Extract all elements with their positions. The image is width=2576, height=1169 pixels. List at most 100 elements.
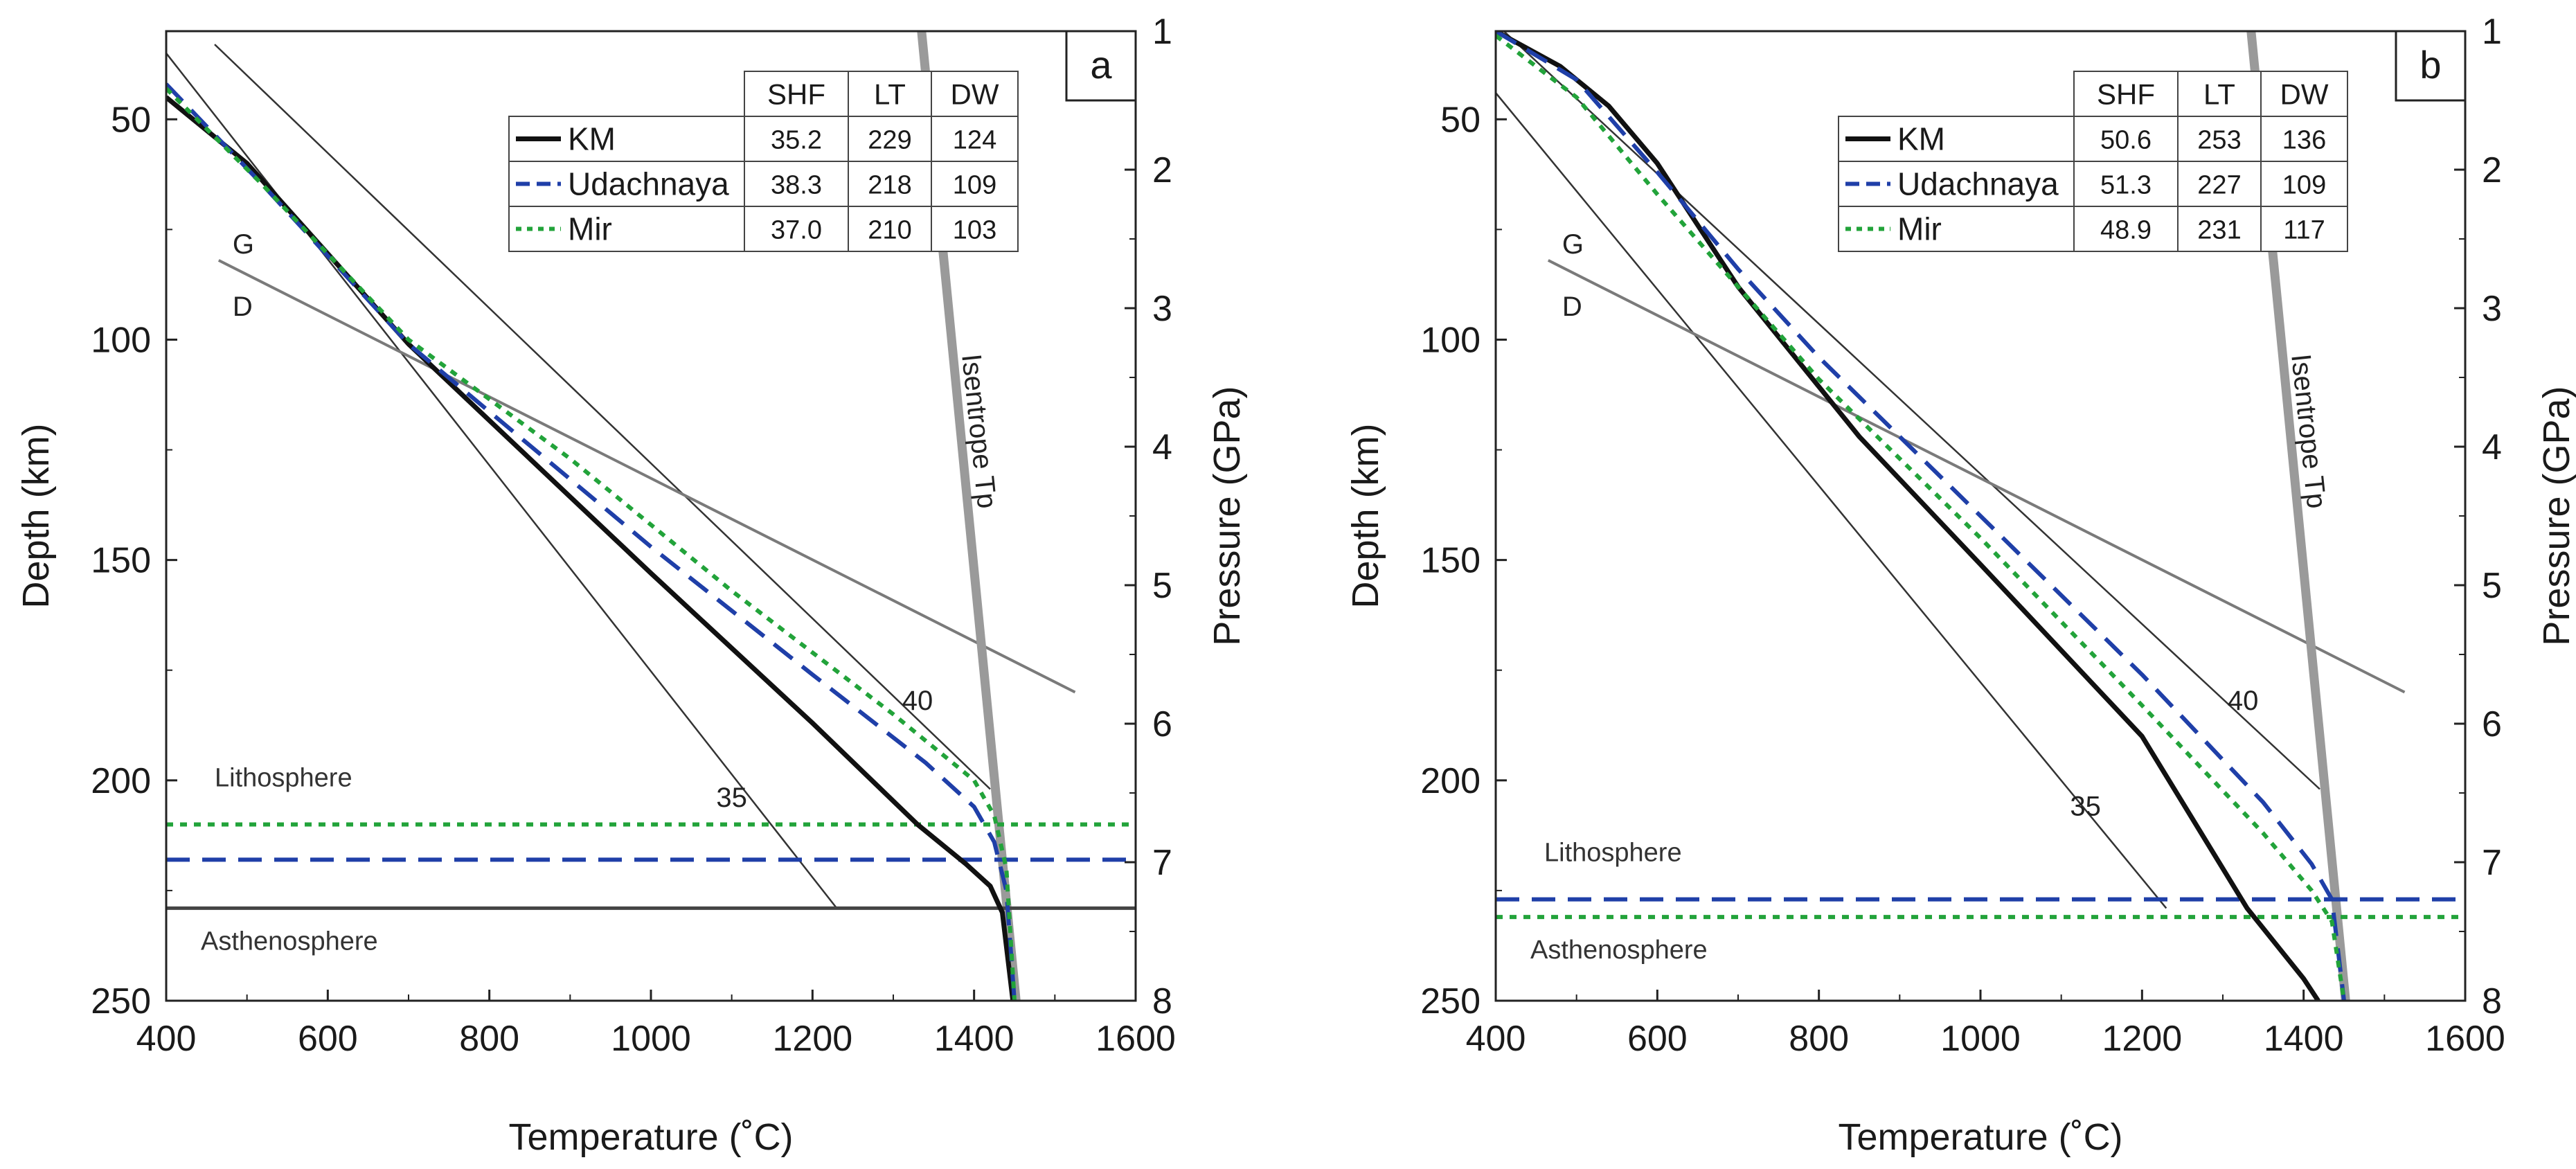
legend-value-cell xyxy=(2260,116,2348,162)
reference-geotherm-label-35: 35 xyxy=(716,783,747,813)
pressure-tick-label: 5 xyxy=(2482,566,2502,606)
x-tick-label: 400 xyxy=(1466,1019,1526,1059)
pressure-tick-label: 6 xyxy=(1152,704,1172,744)
panel-letter: b xyxy=(2420,43,2441,87)
graphite-label: G xyxy=(1562,229,1584,260)
legend-value-cell xyxy=(2260,206,2348,252)
y-tick-label: 250 xyxy=(91,981,151,1021)
legend-name-cell xyxy=(508,206,745,252)
graphite-label: G xyxy=(233,229,254,260)
legend-value-dw: 117 xyxy=(2283,216,2325,245)
graphite-diamond-line xyxy=(217,259,1076,694)
pressure-tick-label: 6 xyxy=(2482,704,2502,744)
legend-value-lt: 253 xyxy=(2197,126,2241,155)
diamond-label: D xyxy=(233,292,253,322)
y-tick-label: 200 xyxy=(91,761,151,801)
pressure-tick-label: 5 xyxy=(1152,566,1172,606)
legend-value-dw: 109 xyxy=(953,171,996,200)
geotherm-mir xyxy=(166,87,1017,1001)
reference-geotherm-label-40: 40 xyxy=(902,686,933,716)
y-tick-label: 200 xyxy=(1420,761,1481,801)
reference-geotherm-label-40: 40 xyxy=(2228,686,2259,716)
legend-value-cell xyxy=(931,116,1019,162)
legend-value-cell xyxy=(744,206,849,252)
legend-name-udachnaya: Udachnaya xyxy=(568,166,729,202)
pressure-tick-label: 4 xyxy=(2482,427,2502,467)
pressure-tick-label: 7 xyxy=(1152,843,1172,883)
legend-value-lt: 227 xyxy=(2197,171,2241,200)
legend-header-cell xyxy=(2260,71,2348,117)
y-tick-label: 50 xyxy=(1440,100,1481,140)
x-tick-label: 1000 xyxy=(1940,1019,2021,1059)
legend-value-cell xyxy=(2073,116,2179,162)
x-tick-label: 600 xyxy=(298,1019,358,1059)
geotherm-udachnaya xyxy=(1496,31,2346,1001)
legend-value-cell xyxy=(744,161,849,207)
reference-geotherm-40 xyxy=(214,44,991,790)
legend-value-dw: 103 xyxy=(953,216,996,245)
x-tick-label: 400 xyxy=(136,1019,197,1059)
legend-value-shf: 50.6 xyxy=(2100,126,2152,155)
y-tick-label: 50 xyxy=(111,100,151,140)
legend-name-km: KM xyxy=(1897,121,1945,157)
x-tick-label: 1400 xyxy=(2264,1019,2344,1059)
legend-header-cell xyxy=(2073,71,2179,117)
pressure-tick-label: 1 xyxy=(1152,12,1172,52)
x-tick-label: 1200 xyxy=(772,1019,852,1059)
legend-value-lt: 210 xyxy=(868,216,911,245)
legend-header-shf: SHF xyxy=(767,78,825,111)
geotherm-udachnaya xyxy=(166,82,1017,1001)
diamond-label: D xyxy=(1562,292,1582,322)
panel-letter: a xyxy=(1090,43,1112,87)
y-tick-label: 100 xyxy=(91,320,151,360)
legend-name-mir: Mir xyxy=(1897,211,1942,247)
geotherm-mir xyxy=(1496,34,2346,1001)
x-tick-label: 800 xyxy=(459,1019,519,1059)
pressure-tick-label: 4 xyxy=(1152,427,1172,467)
legend-value-dw: 124 xyxy=(953,126,996,155)
pressure-tick-label: 3 xyxy=(2482,289,2502,329)
legend-name-udachnaya: Udachnaya xyxy=(1897,166,2059,202)
legend-value-cell xyxy=(848,206,932,252)
legend-name-km: KM xyxy=(568,121,616,157)
legend-header-dw: DW xyxy=(2280,78,2329,111)
panel-letter-box xyxy=(1065,30,1137,102)
legend-value-lt: 231 xyxy=(2197,216,2241,245)
legend-value-dw: 136 xyxy=(2282,126,2326,155)
legend-value-shf: 37.0 xyxy=(771,216,822,245)
asthenosphere-label: Asthenosphere xyxy=(1530,936,1708,965)
y-tick-label: 150 xyxy=(91,541,151,581)
pressure-tick-label: 2 xyxy=(2482,150,2502,190)
x-axis-title: Temperature (˚C) xyxy=(1838,1116,2122,1158)
x-tick-label: 1400 xyxy=(934,1019,1014,1059)
pressure-tick-label: 2 xyxy=(1152,150,1172,190)
x-tick-label: 1600 xyxy=(2425,1019,2505,1059)
legend-value-cell xyxy=(848,161,932,207)
panel-letter-box xyxy=(2395,30,2467,102)
legend-name-mir: Mir xyxy=(568,211,612,247)
asthenosphere-label: Asthenosphere xyxy=(201,927,378,956)
graphite-diamond-line xyxy=(1547,259,2406,694)
legend-header-cell xyxy=(744,71,849,117)
x-axis-title: Temperature (˚C) xyxy=(508,1116,793,1158)
pressure-tick-label: 8 xyxy=(1152,981,1172,1021)
x-tick-label: 600 xyxy=(1627,1019,1688,1059)
x-tick-label: 1600 xyxy=(1095,1019,1176,1059)
legend-header-lt: LT xyxy=(2203,78,2235,111)
legend-value-cell xyxy=(744,116,849,162)
x-tick-label: 1000 xyxy=(611,1019,691,1059)
legend-value-shf: 51.3 xyxy=(2100,171,2152,200)
pressure-tick-label: 1 xyxy=(2482,12,2502,52)
x-tick-label: 800 xyxy=(1789,1019,1849,1059)
pressure-tick-label: 8 xyxy=(2482,981,2502,1021)
legend-table: SHF LT DW KM 35.2 229 124 Udachnaya 38.3 218 109 Mi… xyxy=(508,71,1019,252)
legend-header-dw: DW xyxy=(951,78,999,111)
y-axis-title-pressure: Pressure (GPa) xyxy=(2536,386,2576,645)
y-tick-label: 250 xyxy=(1420,981,1481,1021)
legend-value-shf: 48.9 xyxy=(2100,216,2152,245)
legend-value-cell xyxy=(848,116,932,162)
y-axis-title-depth: Depth (km) xyxy=(15,423,57,608)
